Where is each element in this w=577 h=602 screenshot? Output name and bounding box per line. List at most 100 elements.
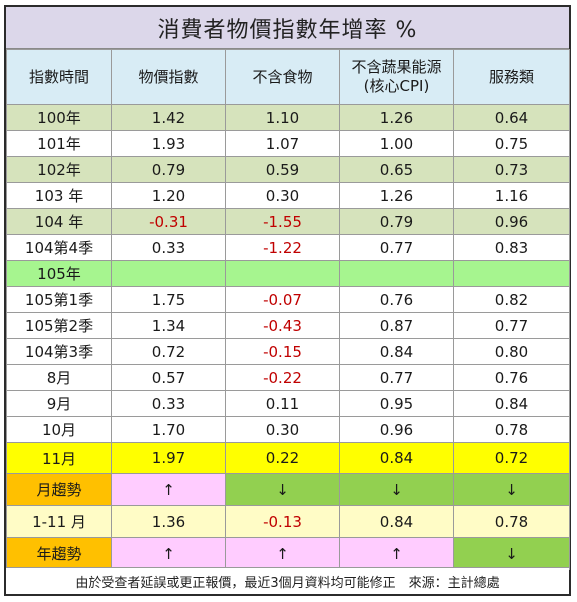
trend-up-icon: ↑ <box>339 537 454 570</box>
cell-services: 0.64 <box>453 104 570 131</box>
cell-core-cpi <box>339 260 454 287</box>
table-row: 104第4季 0.33 -1.22 0.77 0.83 <box>6 234 570 261</box>
cell-services: 0.82 <box>453 286 570 313</box>
header-cpi: 物價指數 <box>111 49 226 105</box>
cell-core-cpi: 0.96 <box>339 416 454 443</box>
cell-cpi: 1.97 <box>111 442 226 474</box>
cell-core-cpi: 0.84 <box>339 338 454 365</box>
table-row: 8月 0.57 -0.22 0.77 0.76 <box>6 364 570 391</box>
table-row: 105第2季 1.34 -0.43 0.87 0.77 <box>6 312 570 339</box>
cell-cpi: 1.36 <box>111 505 226 538</box>
cell-ex-food: -0.07 <box>225 286 340 313</box>
cell-core-cpi: 0.77 <box>339 364 454 391</box>
trend-up-icon: ↑ <box>111 473 226 506</box>
table-row: 9月 0.33 0.11 0.95 0.84 <box>6 390 570 417</box>
trend-down-icon: ↓ <box>339 473 454 506</box>
cell-ex-food: 1.07 <box>225 130 340 157</box>
period-label: 102年 <box>6 156 112 183</box>
cell-core-cpi: 0.79 <box>339 208 454 235</box>
cell-core-cpi: 0.77 <box>339 234 454 261</box>
period-label: 月趨勢 <box>6 473 112 506</box>
cell-services: 0.78 <box>453 416 570 443</box>
cell-ex-food: 0.30 <box>225 416 340 443</box>
november-row: 11月 1.97 0.22 0.84 0.72 <box>6 442 570 474</box>
cell-ex-food: 0.59 <box>225 156 340 183</box>
cell-ex-food: -0.13 <box>225 505 340 538</box>
cell-cpi <box>111 260 226 287</box>
table-row: 105第1季 1.75 -0.07 0.76 0.82 <box>6 286 570 313</box>
cell-cpi: 1.93 <box>111 130 226 157</box>
period-label: 1-11 月 <box>6 505 112 538</box>
period-label: 103 年 <box>6 182 112 209</box>
cell-services: 0.78 <box>453 505 570 538</box>
header-period: 指數時間 <box>6 49 112 105</box>
cell-services: 0.96 <box>453 208 570 235</box>
trend-up-icon: ↑ <box>111 537 226 570</box>
cell-cpi: 0.72 <box>111 338 226 365</box>
cell-cpi: 1.70 <box>111 416 226 443</box>
cell-services: 0.76 <box>453 364 570 391</box>
cell-cpi: 1.75 <box>111 286 226 313</box>
period-label: 10月 <box>6 416 112 443</box>
cell-ex-food: -0.15 <box>225 338 340 365</box>
table-row: 104 年 -0.31 -1.55 0.79 0.96 <box>6 208 570 235</box>
cell-cpi: -0.31 <box>111 208 226 235</box>
footnote: 由於受查者延誤或更正報價，最近3個月資料均可能修正 來源：主計總處 <box>6 567 569 594</box>
cell-core-cpi: 1.00 <box>339 130 454 157</box>
cell-cpi: 1.34 <box>111 312 226 339</box>
period-label: 104第3季 <box>6 338 112 365</box>
header-services: 服務類 <box>453 49 570 105</box>
cell-services: 0.72 <box>453 442 570 474</box>
cpi-table: 指數時間 物價指數 不含食物 不含蔬果能源 (核心CPI) 服務類 100年 1.… <box>6 49 570 570</box>
cell-services: 0.77 <box>453 312 570 339</box>
table-row: 100年 1.42 1.10 1.26 0.64 <box>6 104 570 131</box>
period-label: 100年 <box>6 104 112 131</box>
period-label: 11月 <box>6 442 112 474</box>
table-body: 100年 1.42 1.10 1.26 0.64 101年 1.93 1.07 1.00 0.75… <box>6 104 570 570</box>
cpi-panel: 消費者物價指數年增率 % 指數時間 物價指數 不含食物 不含蔬果能源 (核心CP… <box>4 5 571 596</box>
period-label: 8月 <box>6 364 112 391</box>
cell-cpi: 0.79 <box>111 156 226 183</box>
table-row: 101年 1.93 1.07 1.00 0.75 <box>6 130 570 157</box>
cell-core-cpi: 0.84 <box>339 505 454 538</box>
cell-cpi: 0.33 <box>111 390 226 417</box>
year-trend-row: 年趨勢 ↑ ↑ ↑ ↓ <box>6 537 570 570</box>
period-label: 105第2季 <box>6 312 112 339</box>
cell-services: 0.75 <box>453 130 570 157</box>
cell-core-cpi: 1.26 <box>339 182 454 209</box>
trend-down-icon: ↓ <box>225 473 340 506</box>
cell-core-cpi: 0.87 <box>339 312 454 339</box>
cell-core-cpi: 1.26 <box>339 104 454 131</box>
month-trend-row: 月趨勢 ↑ ↓ ↓ ↓ <box>6 473 570 506</box>
period-label: 9月 <box>6 390 112 417</box>
period-label: 105年 <box>6 260 112 287</box>
cell-services: 0.83 <box>453 234 570 261</box>
cell-ex-food: 0.30 <box>225 182 340 209</box>
table-row: 102年 0.79 0.59 0.65 0.73 <box>6 156 570 183</box>
ytd-row: 1-11 月 1.36 -0.13 0.84 0.78 <box>6 505 570 538</box>
period-label: 104第4季 <box>6 234 112 261</box>
period-label: 101年 <box>6 130 112 157</box>
table-row: 104第3季 0.72 -0.15 0.84 0.80 <box>6 338 570 365</box>
cell-cpi: 1.20 <box>111 182 226 209</box>
period-label: 104 年 <box>6 208 112 235</box>
cell-ex-food: -1.55 <box>225 208 340 235</box>
cell-services: 1.16 <box>453 182 570 209</box>
cell-ex-food: 0.11 <box>225 390 340 417</box>
cell-ex-food <box>225 260 340 287</box>
cell-cpi: 0.57 <box>111 364 226 391</box>
table-row: 105年 <box>6 260 570 287</box>
cell-services: 0.84 <box>453 390 570 417</box>
cell-ex-food: 0.22 <box>225 442 340 474</box>
cell-core-cpi: 0.95 <box>339 390 454 417</box>
panel-title: 消費者物價指數年增率 % <box>6 7 569 49</box>
cell-cpi: 1.42 <box>111 104 226 131</box>
cell-services: 0.73 <box>453 156 570 183</box>
cell-services <box>453 260 570 287</box>
cell-services: 0.80 <box>453 338 570 365</box>
header-ex-food: 不含食物 <box>225 49 340 105</box>
cell-ex-food: 1.10 <box>225 104 340 131</box>
trend-down-icon: ↓ <box>453 537 570 570</box>
period-label: 105第1季 <box>6 286 112 313</box>
cell-cpi: 0.33 <box>111 234 226 261</box>
